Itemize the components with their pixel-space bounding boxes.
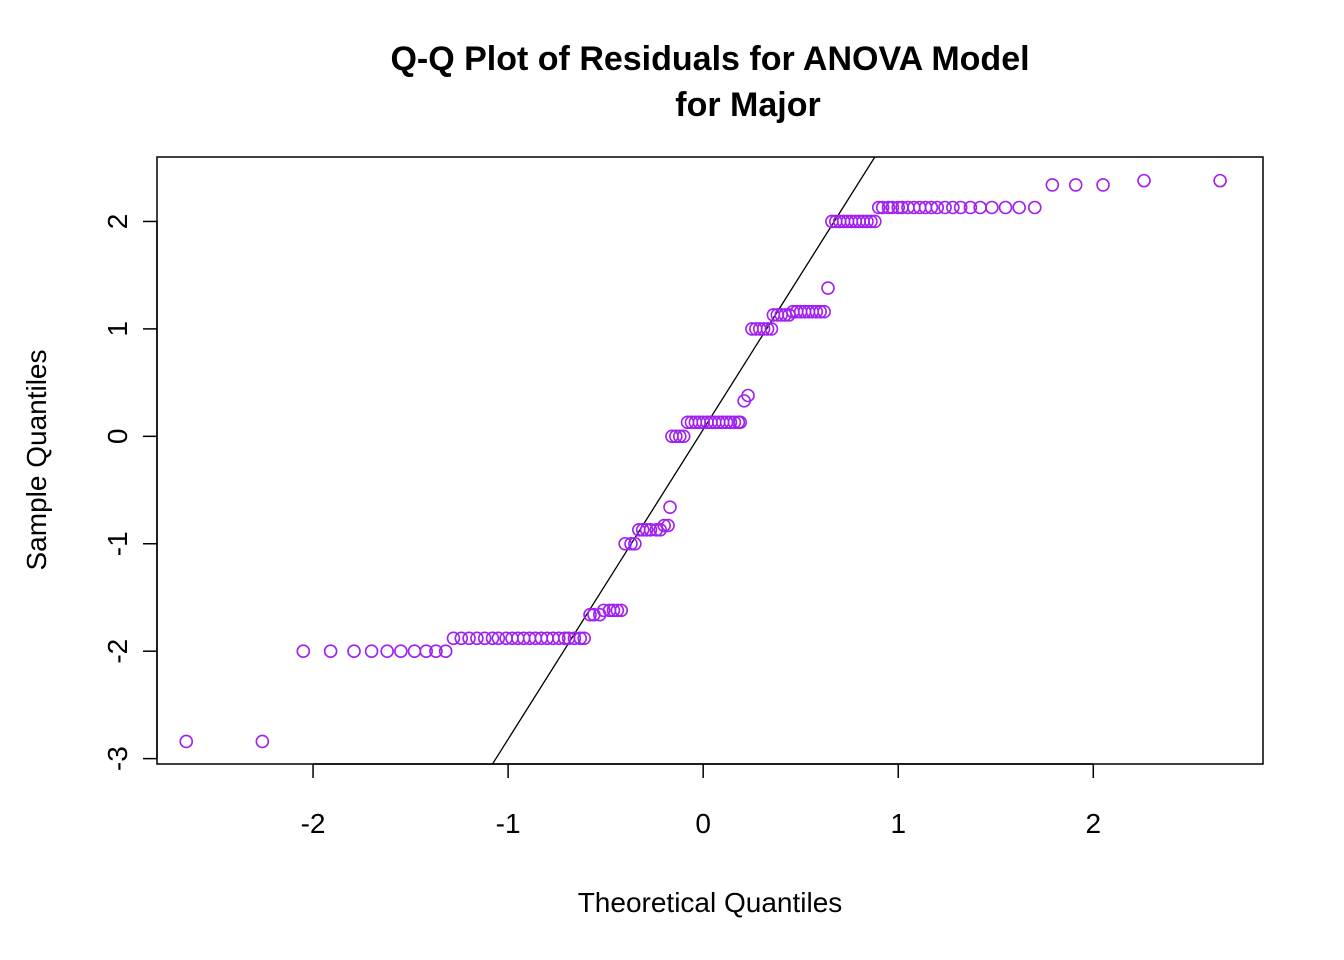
data-point — [380, 644, 394, 658]
data-point — [998, 200, 1013, 215]
data-point — [438, 644, 453, 658]
y-tick-label: -2 — [102, 639, 133, 664]
data-point — [764, 322, 779, 336]
x-tick-label: 0 — [695, 808, 711, 839]
data-point — [930, 200, 945, 215]
chart-title-line-2: for Major — [675, 86, 820, 124]
data-point — [760, 322, 775, 336]
x-tick-label: 2 — [1086, 808, 1102, 839]
data-point — [741, 388, 755, 403]
data-point — [639, 522, 654, 537]
plot-frame — [156, 156, 1264, 765]
data-point — [860, 214, 874, 229]
data-point — [868, 214, 882, 229]
data-point — [1096, 178, 1110, 192]
data-point — [669, 429, 683, 444]
data-point — [491, 631, 506, 646]
x-axis-label: Theoretical Quantiles — [578, 887, 843, 918]
data-point — [470, 631, 484, 646]
x-tick-label: -1 — [496, 808, 521, 839]
data-point — [672, 429, 687, 444]
data-point — [454, 631, 469, 646]
data-point — [596, 603, 611, 618]
data-point — [821, 281, 835, 295]
data-point — [1137, 173, 1151, 188]
data-point — [643, 522, 658, 537]
data-point — [1027, 200, 1042, 215]
data-point — [446, 631, 461, 646]
y-tick-label: 1 — [102, 321, 133, 337]
data-point — [875, 200, 890, 215]
data-point — [614, 603, 629, 618]
data-point — [323, 644, 338, 658]
reference-line — [491, 156, 876, 765]
y-tick-label: -1 — [102, 531, 133, 556]
data-point — [1068, 178, 1083, 192]
data-point — [733, 415, 748, 430]
y-axis-label: Sample Quantiles — [21, 349, 52, 570]
data-point — [407, 644, 422, 658]
data-point — [756, 322, 771, 336]
data-point — [255, 734, 270, 749]
data-point — [577, 631, 591, 646]
data-point — [985, 200, 999, 215]
data-point — [573, 631, 588, 646]
y-tick-label: 0 — [102, 429, 133, 445]
x-tick-label: -2 — [301, 808, 326, 839]
data-point — [557, 631, 572, 646]
data-point — [871, 200, 886, 215]
data-point — [881, 200, 896, 215]
data-point — [610, 603, 625, 618]
data-point — [606, 603, 621, 618]
data-point — [924, 200, 939, 215]
y-axis: -3 -2 -1 0 1 2 — [102, 214, 158, 771]
data-point — [663, 500, 677, 515]
data-point — [347, 644, 361, 658]
data-point — [676, 429, 691, 444]
data-point — [885, 200, 900, 215]
data-point — [813, 304, 828, 319]
data-point — [723, 415, 738, 430]
data-point — [635, 522, 650, 537]
data-point — [864, 214, 878, 229]
data-point — [653, 522, 668, 537]
data-point — [179, 734, 194, 749]
data-point — [963, 200, 978, 215]
data-point — [624, 536, 638, 551]
data-point — [953, 200, 968, 215]
data-point — [552, 631, 566, 646]
x-axis: -2 -1 0 1 2 — [301, 763, 1102, 839]
data-point — [618, 536, 632, 551]
data-point — [583, 607, 597, 622]
data-point — [628, 536, 642, 551]
data-point — [1045, 178, 1060, 192]
x-tick-label: 1 — [890, 808, 906, 839]
data-point — [429, 644, 443, 658]
data-point — [477, 631, 492, 646]
data-point — [1213, 173, 1227, 188]
y-tick-label: -3 — [102, 746, 133, 771]
data-point — [661, 518, 675, 533]
data-point — [567, 631, 582, 646]
data-point — [727, 415, 742, 430]
data-point — [809, 304, 824, 319]
data-point — [938, 200, 952, 215]
data-point — [817, 304, 831, 319]
data-point — [394, 644, 408, 658]
data-point — [419, 644, 433, 658]
data-point — [1012, 200, 1026, 215]
data-point — [649, 522, 664, 537]
data-point — [462, 631, 476, 646]
data-point — [296, 644, 311, 658]
data-point — [364, 644, 379, 658]
chart-title-line-1: Q-Q Plot of Residuals for ANOVA Model — [390, 40, 1029, 78]
y-tick-label: 2 — [102, 214, 133, 230]
data-point — [657, 518, 671, 533]
data-point — [485, 631, 500, 646]
data-point — [946, 200, 960, 215]
plot-area — [179, 156, 1227, 765]
data-point — [891, 200, 906, 215]
